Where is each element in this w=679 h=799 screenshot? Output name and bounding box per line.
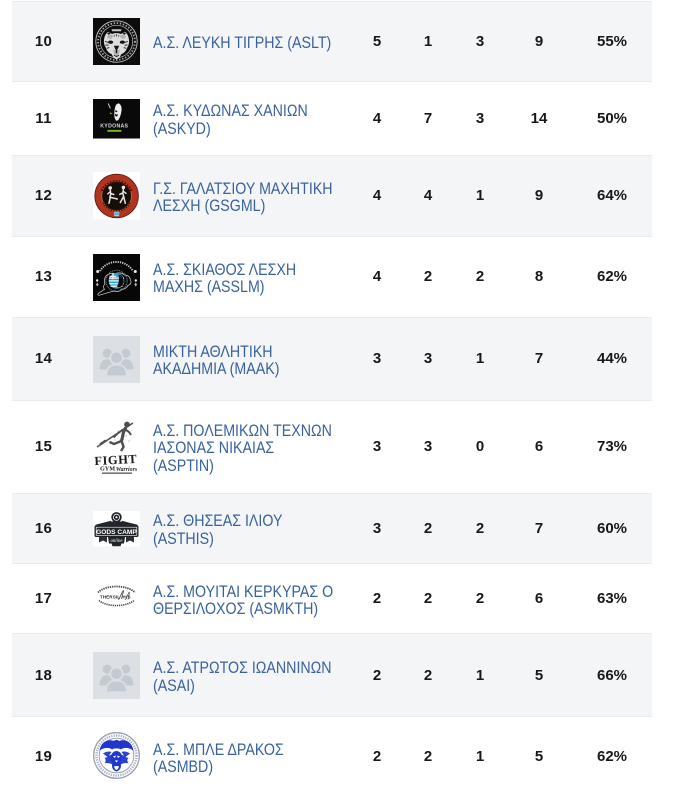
svg-text:GODS CAMP: GODS CAMP (96, 529, 137, 536)
svg-text:THERSIL: THERSIL (100, 595, 120, 600)
svg-text:FIGHT: FIGHT (94, 451, 138, 467)
svg-text:GYM: GYM (100, 465, 115, 472)
svg-text:Warriors: Warriors (116, 467, 138, 473)
svg-text:online: online (111, 539, 124, 544)
svg-text:KYDONAS: KYDONAS (100, 123, 128, 129)
